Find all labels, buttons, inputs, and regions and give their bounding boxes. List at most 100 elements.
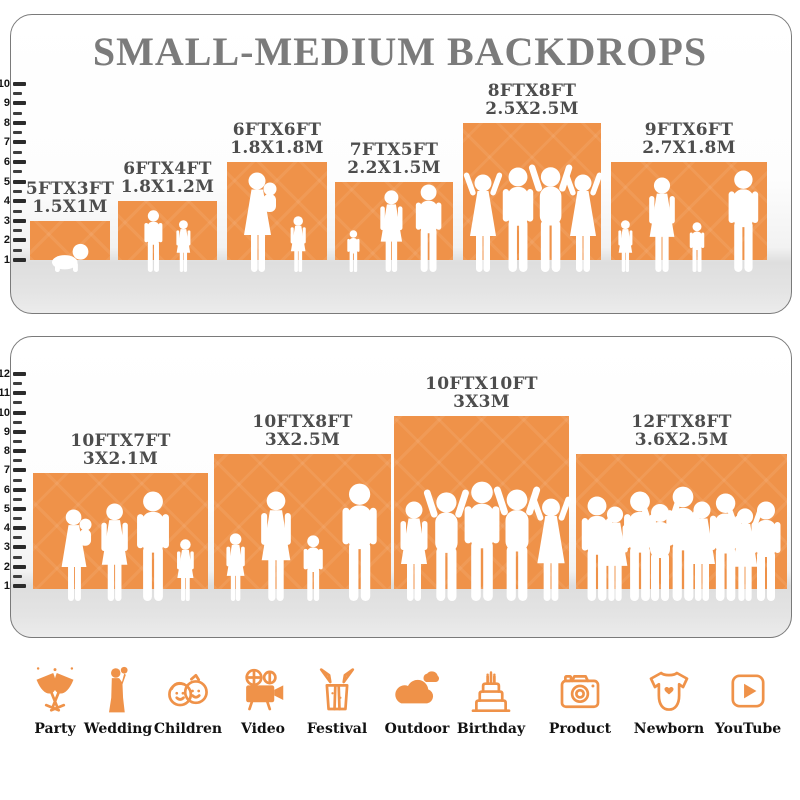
video-icon (245, 668, 284, 711)
woman-silhouette (400, 501, 428, 601)
bar-size-label: 10FTX8FT 3X2.5M (252, 413, 353, 449)
size-ft: 7FTX5FT (349, 139, 439, 160)
axis-tick-label: 7 (3, 136, 10, 149)
bar-size-label: 8FTX8FT 2.5X2.5M (485, 82, 579, 118)
category-label: Children (153, 721, 223, 737)
size-m: 1.8X1.2M (120, 177, 215, 198)
category-festival: Festival (292, 664, 382, 737)
backdrop-bar-10x10: 10FTX10FT 3X3M (394, 375, 572, 601)
festival-icon (319, 668, 355, 711)
size-ft: 9FTX6FT (644, 120, 734, 140)
axis-tick-label: 4 (3, 522, 10, 535)
newborn-icon (649, 671, 689, 711)
mother-child-silhouette (61, 509, 92, 601)
axis-tick-major (13, 372, 26, 377)
size-m: 2.7X1.8M (642, 138, 736, 158)
axis-tick-major (13, 179, 26, 184)
size-ft: 8FTX8FT (487, 80, 577, 101)
size-m: 2.5X2.5M (485, 98, 579, 119)
axis-tick-minor (13, 517, 22, 521)
mother-child-silhouette (244, 172, 277, 272)
size-ft: 12FTX8FT (631, 412, 732, 433)
axis-tick-major (13, 140, 26, 145)
backdrop-bar-8x8: 8FTX8FT 2.5X2.5M (463, 82, 603, 272)
backdrop-swatch (33, 473, 208, 601)
category-label: Newborn (633, 721, 705, 737)
woman-silhouette (649, 177, 675, 272)
axis-tick-label: 2 (3, 560, 10, 573)
axis-tick-label: 11 (0, 387, 10, 400)
backdrop-swatch (30, 220, 110, 272)
wedding-icon (109, 666, 128, 713)
axis-tick-major (13, 584, 26, 588)
silhouette-group (347, 184, 442, 272)
man-silhouette (423, 488, 470, 601)
axis-tick-label: 1 (3, 580, 10, 592)
axis-tick-minor (13, 91, 22, 95)
category-newborn: Newborn (624, 664, 714, 737)
woman-silhouette (380, 190, 403, 272)
backdrop-bar-7x5: 7FTX5FT 2.2X1.5M (335, 139, 453, 272)
woman-silhouette (463, 171, 503, 272)
size-m: 3X3M (453, 391, 510, 412)
backdrop-swatch (394, 415, 572, 601)
axis-tick-label: 9 (3, 425, 10, 438)
category-video: Video (218, 664, 308, 737)
girl-silhouette (226, 533, 245, 601)
bar-size-label: 10FTX10FT 3X3M (425, 375, 538, 411)
woman-silhouette (261, 491, 291, 601)
bar-size-label: 5FTX3FT 1.5X1M (26, 180, 114, 216)
axis-tick-major (13, 410, 26, 415)
size-ft: 10FTX10FT (425, 373, 538, 394)
axis-tick-label: 6 (3, 156, 10, 168)
backdrop-bar-5x3: 5FTX3FT 1.5X1M (26, 180, 114, 272)
axis-tick-label: 5 (3, 175, 10, 188)
size-ft: 10FTX8FT (252, 412, 353, 433)
size-ft: 10FTX7FT (70, 431, 171, 452)
backdrop-bar-9x6: 9FTX6FT 2.7X1.8M (611, 120, 767, 272)
silhouette-group (618, 170, 759, 272)
panel-large: 1 2 3 4 5 6 7 8 9 10 11 12 10FTX7FT 3X2.1M 10FTX8FT… (0, 336, 792, 638)
axis-tick-label: 7 (3, 464, 10, 477)
axis-tick-minor (13, 401, 22, 405)
product-icon (560, 675, 600, 709)
axis-tick-minor (13, 459, 22, 463)
size-m: 2.2X1.5M (347, 157, 441, 178)
size-m: 3X2.5M (264, 430, 341, 451)
backdrop-bar-6x6: 6FTX6FT 1.8X1.8M (227, 120, 327, 272)
party-icon (36, 667, 74, 712)
axis-tick-major (13, 160, 26, 164)
outdoor-icon (395, 671, 439, 704)
size-ft: 6FTX4FT (123, 159, 212, 180)
man-silhouette (415, 184, 442, 272)
category-label: YouTube (714, 721, 782, 737)
page-title: SMALL-MEDIUM BACKDROPS (92, 29, 708, 74)
axis-tick-label: 10 (0, 77, 10, 90)
backdrop-swatch (611, 162, 767, 272)
girl-silhouette (290, 216, 306, 272)
backdrop-swatch (576, 454, 787, 601)
category-label: Birthday (456, 721, 526, 737)
silhouette-group (463, 163, 603, 272)
youtube-icon (731, 674, 765, 708)
girl-silhouette (177, 539, 194, 601)
boy-silhouette (303, 535, 323, 601)
axis-tick-label: 6 (3, 483, 10, 496)
axis-tick-major (13, 526, 26, 531)
axis-tick-minor (13, 170, 22, 174)
axis-tick-major (13, 81, 26, 86)
silhouette-group (581, 486, 781, 601)
axis-tick-label: 12 (0, 368, 10, 381)
silhouette-group (244, 172, 306, 272)
axis-tick-label: 3 (3, 214, 10, 227)
backdrop-swatch (214, 454, 391, 601)
silhouette-group (400, 481, 572, 601)
size-m: 1.8X1.8M (230, 138, 324, 158)
axis-tick-major (13, 506, 26, 511)
backdrop-swatch (227, 162, 327, 272)
category-product: Product (535, 664, 625, 737)
size-m: 1.5X1M (32, 196, 108, 217)
size-ft: 6FTX6FT (232, 120, 322, 140)
axis-tick-minor (13, 420, 22, 424)
axis-tick-major (13, 545, 26, 550)
